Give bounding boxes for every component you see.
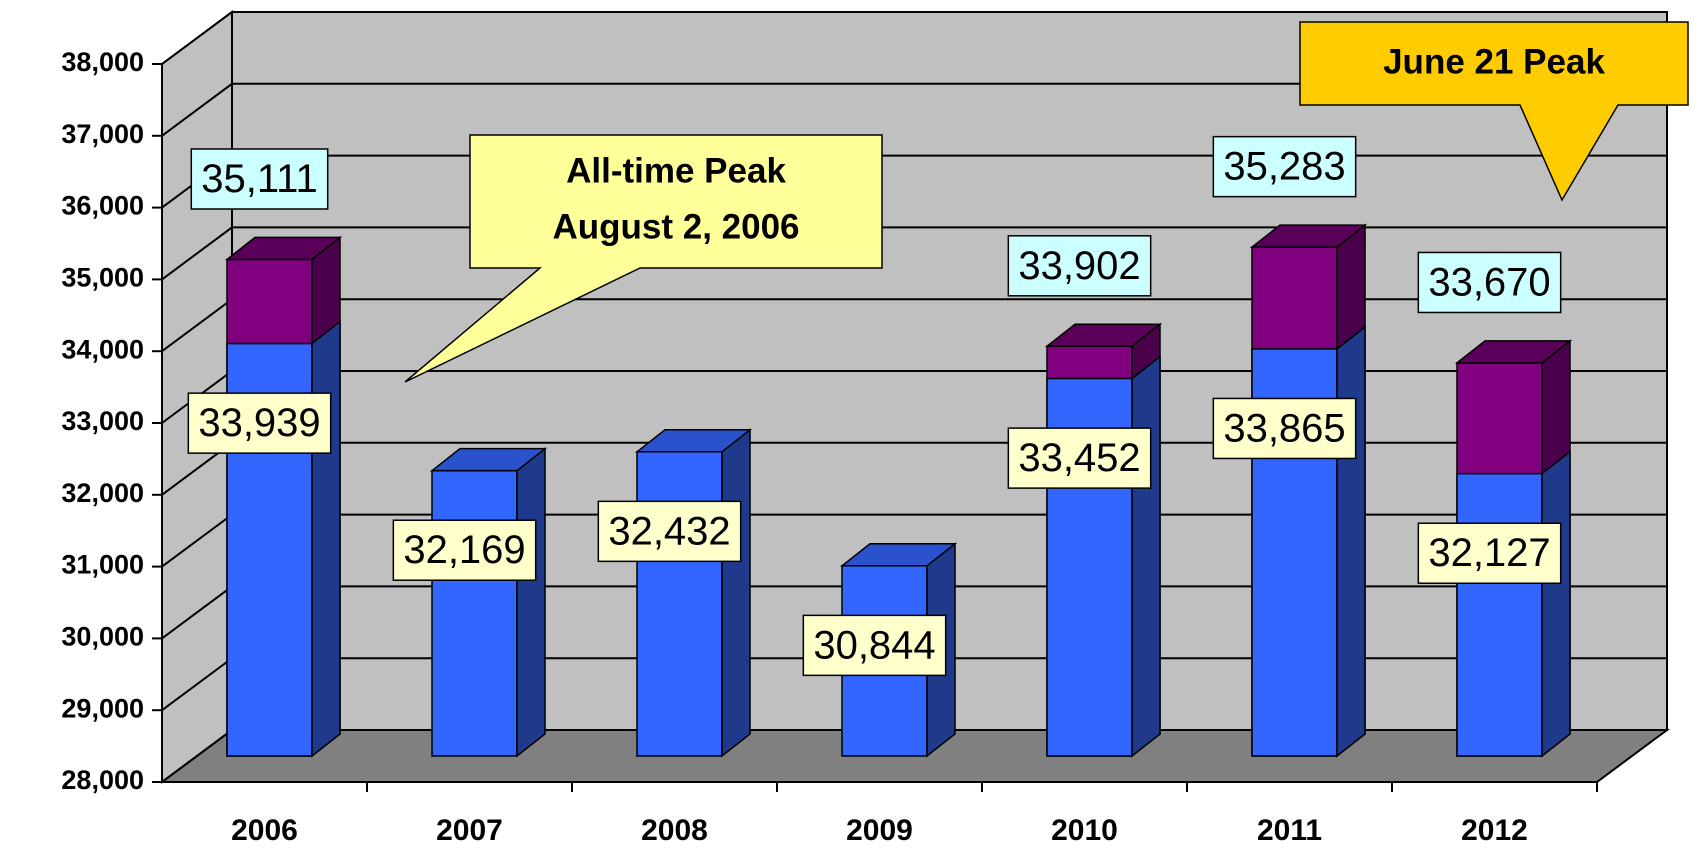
x-tick-label: 2009 bbox=[846, 814, 913, 847]
annotation: August 2, 2006 bbox=[552, 207, 799, 246]
y-tick-label: 34,000 bbox=[61, 334, 144, 364]
bar-top bbox=[839, 543, 958, 567]
callout-shape bbox=[404, 134, 883, 383]
value-label-group: 30,844 bbox=[802, 614, 947, 677]
peak-label-box bbox=[1212, 135, 1357, 198]
value-label-group: 33,939 bbox=[187, 392, 332, 454]
x-tick-label: 2006 bbox=[231, 814, 298, 847]
grid-line bbox=[161, 82, 1667, 137]
callout: All-time Peak August 2, 2006 bbox=[404, 134, 883, 383]
peak-label: 35,283 bbox=[1223, 145, 1345, 189]
y-tick-label: 35,000 bbox=[61, 263, 144, 293]
value-label-box bbox=[392, 519, 537, 581]
value-label-group: 32,169 bbox=[392, 519, 537, 581]
y-tick-label: 29,000 bbox=[61, 693, 144, 723]
bar bbox=[636, 451, 723, 757]
arrow-callout-shape bbox=[1299, 21, 1689, 202]
peak-label: 35,111 bbox=[201, 157, 317, 201]
x-tick-label: 2008 bbox=[641, 814, 708, 847]
y-tick-label: 28,000 bbox=[61, 765, 144, 795]
bar bbox=[431, 469, 518, 757]
y-tick-label: 31,000 bbox=[61, 550, 144, 580]
bar-side bbox=[516, 447, 546, 758]
value-label-group: 32,432 bbox=[597, 500, 742, 563]
value-label: 32,127 bbox=[1428, 531, 1550, 575]
bar bbox=[1456, 472, 1543, 757]
bar-side bbox=[721, 428, 751, 758]
value-label: 33,452 bbox=[1018, 436, 1140, 480]
peak-label-group: 35,111 bbox=[190, 148, 329, 210]
y-tick-label: 38,000 bbox=[61, 47, 144, 77]
value-label: 32,432 bbox=[608, 509, 730, 553]
bar-top bbox=[429, 447, 548, 472]
x-tick-label: 2012 bbox=[1461, 814, 1528, 847]
bar-top bbox=[634, 429, 753, 453]
grid-line bbox=[161, 11, 1667, 65]
value-label: 30,844 bbox=[813, 623, 935, 667]
x-tick-label: 2011 bbox=[1257, 814, 1322, 847]
value-label-group: 33,865 bbox=[1212, 397, 1357, 460]
y-tick-label: 37,000 bbox=[61, 119, 144, 149]
value-label-box bbox=[802, 614, 947, 677]
peak-label-group: 33,670 bbox=[1417, 251, 1562, 314]
value-label-group: 33,452 bbox=[1007, 427, 1152, 489]
bar-top bbox=[1044, 323, 1163, 347]
value-label-box bbox=[597, 500, 742, 563]
bar-side bbox=[311, 320, 341, 758]
x-tick-label: 2007 bbox=[436, 814, 503, 847]
value-label-group: 32,127 bbox=[1417, 522, 1562, 584]
arrow-callout: June 21 Peak bbox=[1299, 21, 1689, 202]
peak-label-group: 35,283 bbox=[1212, 135, 1357, 198]
peak-label-group: 33,902 bbox=[1007, 235, 1152, 297]
y-tick-label: 33,000 bbox=[61, 406, 144, 436]
grid-line bbox=[161, 226, 1667, 281]
bar-top bbox=[224, 236, 343, 261]
peak-label-box bbox=[1417, 251, 1562, 314]
bar-top bbox=[1249, 224, 1368, 248]
value-label-box bbox=[187, 392, 332, 454]
peak-label: 33,670 bbox=[1428, 260, 1550, 304]
y-tick-label: 30,000 bbox=[61, 622, 144, 652]
value-label-box bbox=[1417, 522, 1562, 584]
y-tick-label: 36,000 bbox=[61, 191, 144, 221]
bar-side bbox=[1336, 325, 1366, 758]
x-tick-label: 2010 bbox=[1051, 814, 1118, 847]
peak-label-box bbox=[190, 148, 329, 210]
bar-top bbox=[1454, 340, 1573, 364]
peak-label: 33,902 bbox=[1018, 244, 1140, 288]
annotation: All-time Peak bbox=[566, 151, 786, 190]
bar-side bbox=[1131, 355, 1161, 758]
peak-label-box bbox=[1007, 235, 1152, 297]
value-label: 33,939 bbox=[198, 401, 320, 445]
value-label: 33,865 bbox=[1223, 406, 1345, 450]
value-label-box bbox=[1007, 427, 1152, 489]
value-label: 32,169 bbox=[403, 528, 525, 572]
y-tick-label: 32,000 bbox=[61, 478, 144, 508]
value-label-box bbox=[1212, 397, 1357, 460]
annotation: June 21 Peak bbox=[1383, 42, 1605, 81]
bar-side bbox=[1541, 450, 1571, 758]
